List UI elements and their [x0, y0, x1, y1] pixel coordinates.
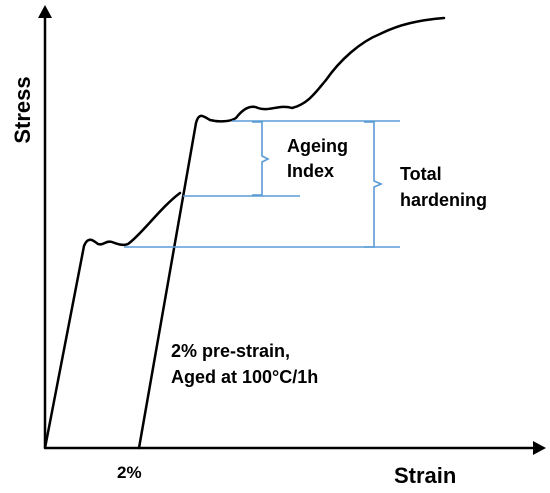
x-tick-label-prestrain: 2% — [117, 463, 142, 482]
y-axis-title: Stress — [10, 76, 35, 143]
x-axis-title: Strain — [394, 463, 456, 488]
total-hardening-label-line2: hardening — [400, 190, 487, 210]
condition-label-line2: Aged at 100°C/1h — [171, 367, 318, 387]
total-hardening-brace — [364, 121, 384, 248]
total-hardening-label-line1: Total — [400, 164, 442, 184]
y-axis-arrow — [38, 5, 52, 18]
condition-label-line1: 2% pre-strain, — [171, 341, 290, 361]
ageing-index-label-line1: Ageing — [287, 136, 348, 156]
ageing-index-label-line2: Index — [287, 161, 334, 181]
pre-strain-curve — [43, 191, 182, 450]
aged-reload-curve — [137, 16, 446, 450]
ageing-index-brace — [252, 121, 270, 196]
x-axis-arrow — [533, 441, 546, 455]
